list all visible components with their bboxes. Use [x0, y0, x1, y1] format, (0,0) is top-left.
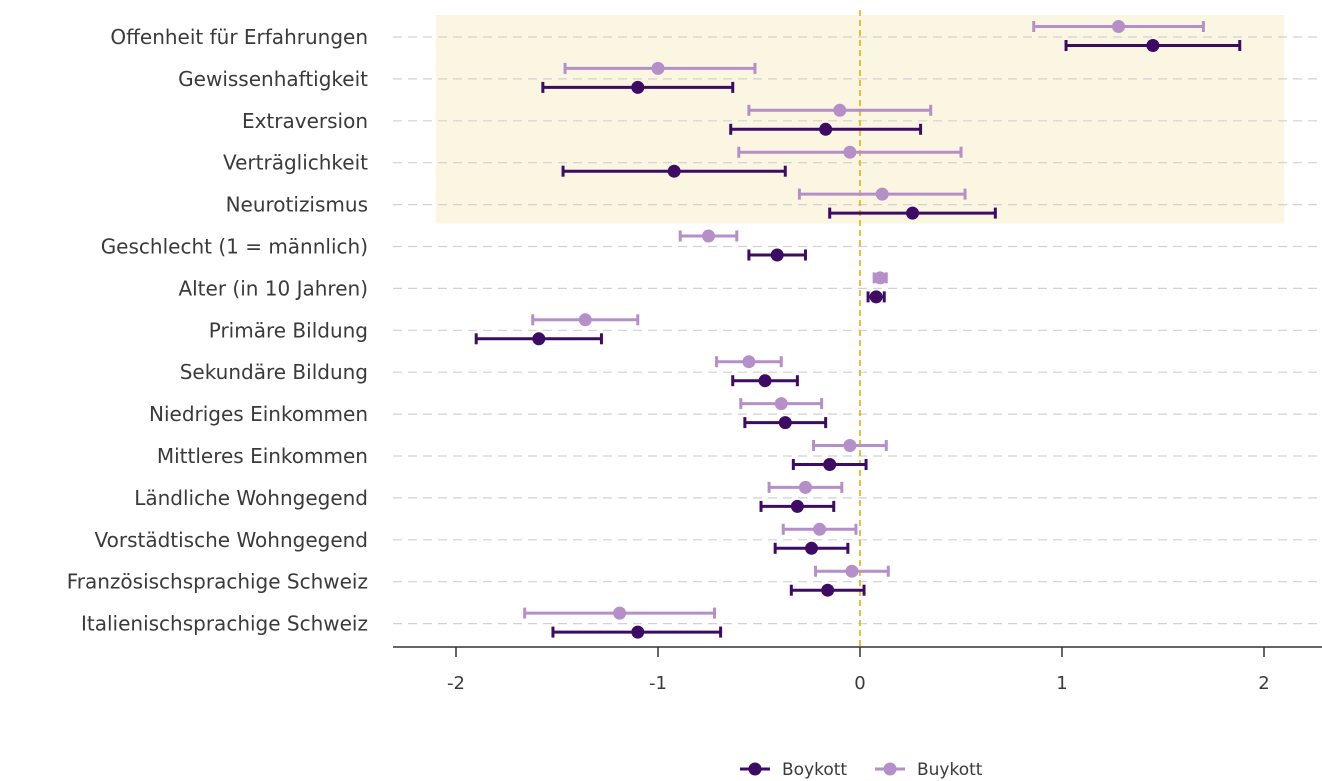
point-estimate	[813, 522, 827, 536]
x-axis: -2 -1 0 1 2	[393, 646, 1322, 694]
point-estimate	[702, 229, 715, 243]
x-tick-label: -2	[447, 673, 465, 694]
point-estimate	[875, 187, 889, 201]
category-label: Niedriges Einkommen	[149, 402, 368, 426]
category-label: Extraversion	[242, 109, 368, 133]
point-estimate	[869, 290, 883, 304]
x-tick-label: -1	[649, 673, 667, 694]
point-estimate	[1112, 20, 1126, 33]
highlight-layer	[435, 15, 1285, 224]
point-estimate	[843, 439, 857, 452]
point-estimate	[805, 541, 819, 555]
legend-swatch-point	[883, 762, 897, 776]
point-estimate	[906, 206, 920, 220]
point-estimate	[770, 248, 784, 262]
point-estimate	[742, 355, 756, 369]
point-estimate	[758, 374, 772, 388]
point-estimate	[823, 458, 837, 471]
category-label: Offenheit für Erfahrungen	[110, 25, 368, 49]
point-estimate	[613, 606, 627, 620]
category-label: Geschlecht (1 = männlich)	[101, 235, 368, 259]
series-boykott	[474, 39, 1242, 639]
point-estimate	[845, 564, 859, 578]
series-layer	[474, 20, 1242, 639]
point-estimate	[532, 332, 546, 346]
grid-layer	[393, 36, 1322, 625]
x-tick-label: 2	[1258, 673, 1269, 694]
point-estimate	[578, 313, 592, 327]
point-estimate	[833, 103, 847, 117]
legend-item-buykott: Buykott	[875, 760, 983, 780]
category-label: Ländliche Wohngegend	[134, 486, 368, 510]
legend-item-boykott: Boykott	[740, 760, 847, 780]
category-label: Sekundäre Bildung	[180, 360, 368, 384]
category-label: Verträglichkeit	[223, 151, 368, 175]
category-label: Mittleres Einkommen	[157, 444, 368, 468]
point-estimate	[774, 397, 788, 411]
legend-swatch-point	[748, 762, 762, 776]
category-label: Primäre Bildung	[209, 318, 368, 342]
point-estimate	[1146, 39, 1160, 52]
point-estimate	[631, 625, 645, 639]
point-estimate	[821, 583, 835, 597]
category-label: Gewissenhaftigkeit	[178, 67, 368, 91]
point-estimate	[843, 145, 857, 159]
point-estimate	[667, 164, 681, 178]
point-estimate	[798, 480, 812, 494]
point-estimate	[778, 416, 792, 430]
legend-label: Boykott	[782, 760, 847, 780]
legend: Boykott Buykott	[740, 760, 983, 780]
point-estimate	[790, 499, 804, 513]
series-buykott	[523, 20, 1205, 620]
category-label: Neurotizismus	[226, 193, 368, 217]
category-label: Italienischsprachige Schweiz	[81, 612, 368, 636]
x-tick-label: 0	[854, 673, 865, 694]
legend-label: Buykott	[917, 760, 983, 780]
category-label: Vorstädtische Wohngegend	[94, 528, 368, 552]
x-tick-label: 1	[1056, 673, 1067, 694]
point-estimate	[631, 80, 645, 94]
point-estimate	[819, 122, 833, 136]
point-estimate	[873, 271, 887, 285]
y-axis-labels: Offenheit für Erfahrungen Gewissenhaftigk…	[67, 25, 368, 636]
point-estimate	[651, 61, 665, 75]
category-label: Alter (in 10 Jahren)	[178, 276, 368, 300]
category-label: Französischsprachige Schweiz	[67, 570, 368, 594]
highlight-region	[435, 15, 1285, 224]
